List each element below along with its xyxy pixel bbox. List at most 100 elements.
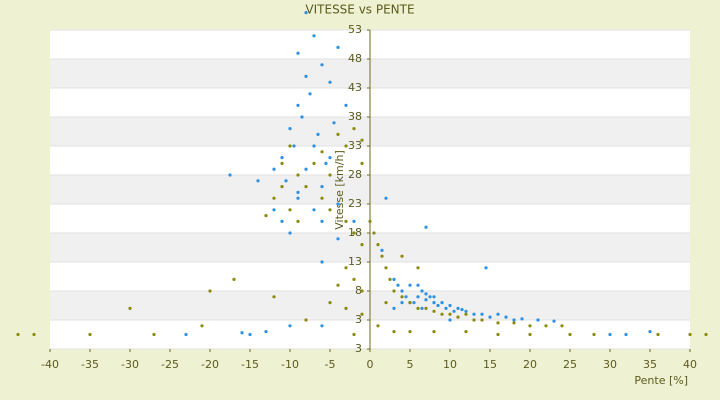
point — [568, 332, 572, 337]
point — [496, 312, 500, 316]
point — [424, 292, 428, 296]
point — [560, 324, 564, 328]
point — [512, 318, 516, 322]
point — [320, 196, 324, 200]
point — [456, 306, 460, 310]
x-tick-label: -35 — [81, 358, 99, 371]
point — [336, 237, 340, 241]
point — [328, 80, 332, 84]
point — [344, 219, 348, 223]
point — [320, 63, 324, 67]
y-axis-title: Vitesse [km/h] — [333, 150, 346, 230]
point — [344, 306, 348, 310]
point — [392, 277, 396, 281]
point — [420, 306, 424, 310]
point — [200, 324, 204, 328]
point — [272, 208, 276, 212]
x-tick-label: 30 — [603, 358, 617, 371]
point — [448, 312, 452, 316]
x-axis-title: Pente [%] — [634, 374, 688, 387]
point — [272, 167, 276, 171]
point — [360, 243, 364, 247]
point — [376, 243, 380, 247]
x-tick-label: -25 — [161, 358, 179, 371]
point — [400, 301, 404, 305]
y-tick-label: 53 — [348, 23, 362, 36]
point — [304, 318, 308, 322]
point — [264, 330, 268, 334]
point — [360, 312, 364, 316]
point — [528, 332, 532, 337]
point — [320, 185, 324, 189]
point — [184, 332, 188, 337]
point — [336, 202, 340, 206]
point — [360, 289, 364, 293]
point — [152, 332, 156, 337]
point — [240, 331, 244, 335]
point — [336, 132, 340, 136]
x-tick-label: 25 — [563, 358, 577, 371]
point — [128, 306, 132, 310]
point — [520, 317, 524, 321]
point — [312, 34, 316, 38]
point — [648, 330, 652, 334]
point — [376, 324, 380, 328]
point — [496, 321, 500, 325]
point — [264, 214, 268, 218]
point — [372, 231, 376, 235]
point — [320, 219, 324, 223]
x-tick-label: -10 — [281, 358, 299, 371]
point — [328, 173, 332, 177]
point — [288, 208, 292, 212]
point — [416, 295, 420, 299]
point — [88, 332, 92, 337]
point — [232, 277, 236, 281]
point — [280, 156, 284, 160]
point — [544, 324, 548, 328]
point — [324, 161, 328, 165]
x-tick-label: -15 — [241, 358, 259, 371]
y-tick-label: 3 — [355, 342, 362, 355]
point — [352, 277, 356, 281]
point — [208, 289, 212, 293]
point — [392, 306, 396, 310]
point — [388, 277, 392, 281]
point — [440, 301, 444, 305]
point — [380, 254, 384, 258]
point — [284, 179, 288, 183]
point — [328, 301, 332, 305]
point — [440, 312, 444, 316]
point — [416, 306, 420, 310]
point — [496, 332, 500, 337]
point — [360, 161, 364, 165]
point — [304, 11, 308, 15]
point — [280, 185, 284, 189]
x-tick-label: -30 — [121, 358, 139, 371]
point — [296, 219, 300, 223]
point — [484, 266, 488, 270]
point — [320, 324, 324, 328]
point — [320, 150, 324, 154]
point — [368, 219, 372, 223]
x-tick-label: 15 — [483, 358, 497, 371]
point — [280, 161, 284, 165]
y-tick-label: 3 — [355, 313, 362, 326]
point — [332, 121, 336, 125]
point — [428, 295, 432, 299]
point — [408, 283, 412, 287]
point — [416, 266, 420, 270]
point — [288, 127, 292, 131]
point — [296, 196, 300, 200]
point — [344, 266, 348, 270]
point — [396, 283, 400, 287]
point — [432, 309, 436, 313]
point — [320, 260, 324, 264]
point — [536, 318, 540, 322]
point — [344, 103, 348, 107]
point — [296, 173, 300, 177]
point — [32, 332, 36, 337]
point — [452, 309, 456, 313]
point — [272, 196, 276, 200]
point — [400, 254, 404, 258]
point — [304, 74, 308, 78]
